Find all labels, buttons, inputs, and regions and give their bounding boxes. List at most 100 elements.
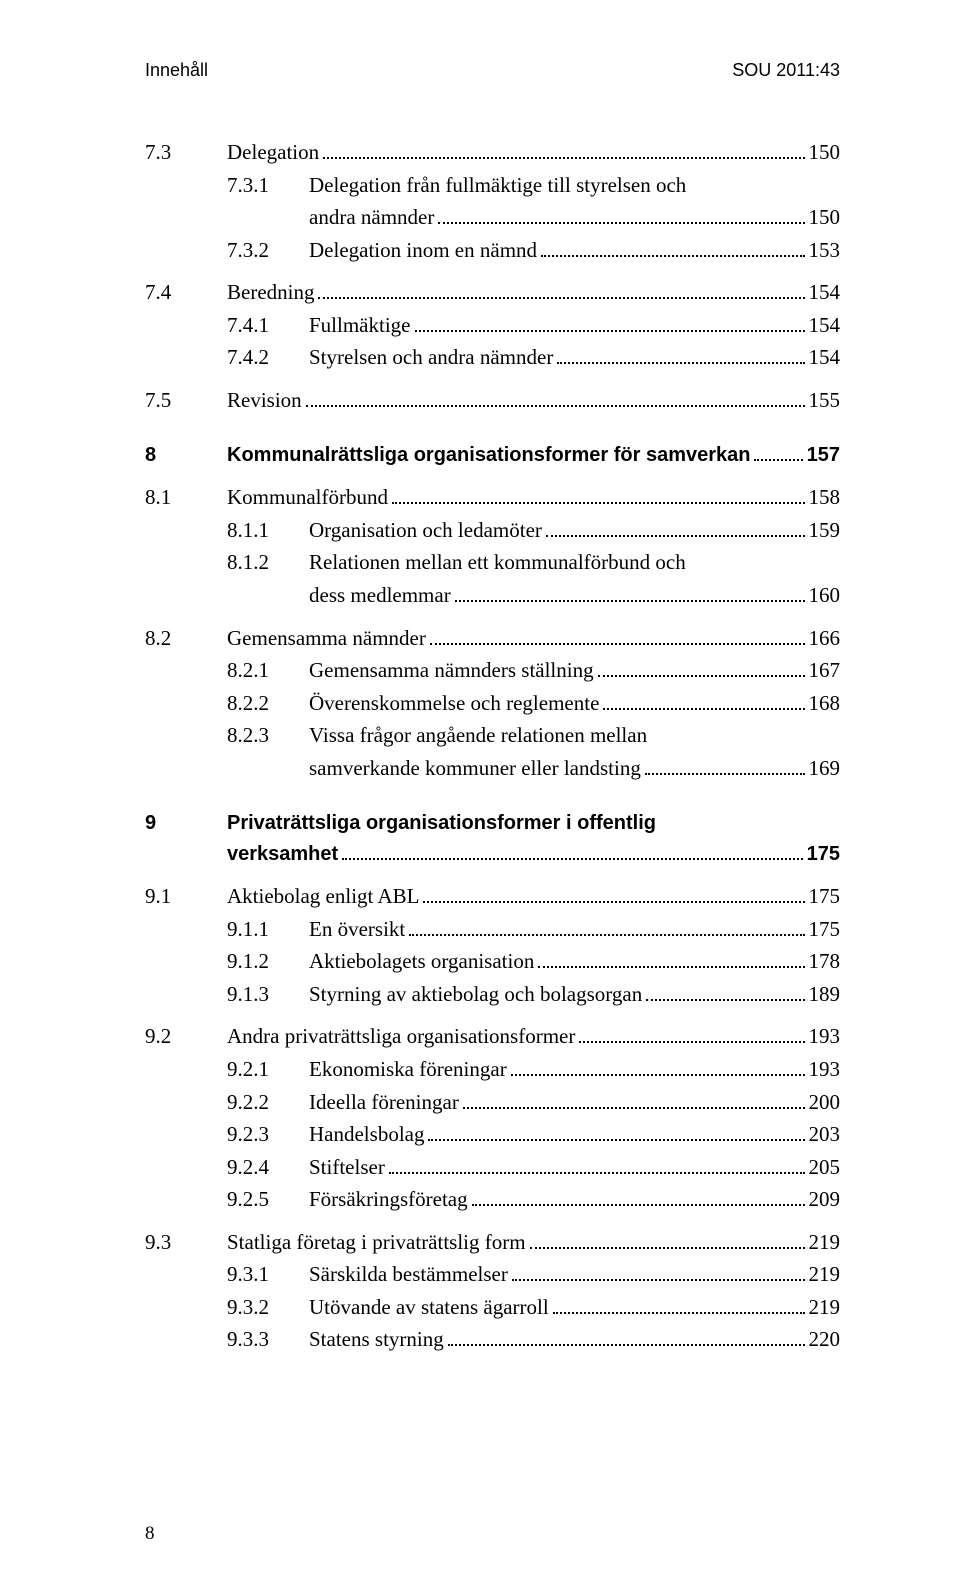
toc-number: 9.1 (145, 880, 227, 913)
document-page: Innehåll SOU 2011:43 7.3 Delegation 150 … (0, 0, 960, 1595)
toc-page: 193 (809, 1053, 841, 1086)
toc-title: Delegation från fullmäktige till styrels… (309, 169, 686, 202)
toc-page: 219 (809, 1258, 841, 1291)
toc-page: 158 (809, 481, 841, 514)
toc-page: 200 (809, 1086, 841, 1119)
toc-page: 189 (809, 978, 841, 1011)
toc-number: 7.5 (145, 384, 227, 417)
toc-page: 175 (807, 839, 840, 870)
header-left: Innehåll (145, 60, 208, 81)
toc-entry: 7.4.2 Styrelsen och andra nämnder 154 (145, 341, 840, 374)
toc-leader (530, 1247, 805, 1249)
toc-leader (428, 1139, 804, 1141)
toc-leader (318, 297, 804, 299)
toc-leader (472, 1204, 805, 1206)
toc-leader (323, 157, 804, 159)
toc-entry: 9.3 Statliga företag i privaträttslig fo… (145, 1226, 840, 1259)
toc-entry: 9.3.3 Statens styrning 220 (145, 1323, 840, 1356)
toc-leader (512, 1279, 805, 1281)
toc-number: 7.4.1 (145, 309, 309, 342)
toc-chapter: 8 Kommunalrättsliga organisationsformer … (145, 440, 840, 471)
toc-chapter: 9 Privaträttsliga organisationsformer i … (145, 808, 840, 870)
toc-leader (645, 773, 805, 775)
toc-number: 8.2.3 (145, 719, 309, 752)
toc-leader (448, 1344, 805, 1346)
toc-number: 8.1.1 (145, 514, 309, 547)
toc-number: 8.2.1 (145, 654, 309, 687)
toc-page: 220 (809, 1323, 841, 1356)
toc-page: 209 (809, 1183, 841, 1216)
toc-title: Relationen mellan ett kommunalförbund oc… (309, 546, 686, 579)
toc-number: 8.2.2 (145, 687, 309, 720)
toc-leader (603, 708, 804, 710)
toc-title: Statliga företag i privaträttslig form (227, 1226, 526, 1259)
toc-leader (546, 535, 805, 537)
toc-number: 7.3.2 (145, 234, 309, 267)
toc-leader (541, 255, 804, 257)
toc-entry: 7.4 Beredning 154 (145, 276, 840, 309)
toc-number: 8 (145, 440, 227, 471)
toc-number: 9.2 (145, 1020, 227, 1053)
toc-leader (511, 1074, 805, 1076)
toc-entry: 9.2.3 Handelsbolag 203 (145, 1118, 840, 1151)
toc-number: 9.3 (145, 1226, 227, 1259)
toc-title: Revision (227, 384, 302, 417)
toc-leader (415, 330, 805, 332)
toc-number: 9.2.3 (145, 1118, 309, 1151)
toc-title: Stiftelser (309, 1151, 385, 1184)
toc-entry: 9.1.1 En översikt 175 (145, 913, 840, 946)
toc-page: 160 (809, 579, 841, 612)
toc-page: 219 (809, 1291, 841, 1324)
toc-number: 9.3.1 (145, 1258, 309, 1291)
toc-title: Gemensamma nämnder (227, 622, 426, 655)
toc-title: Vissa frågor angående relationen mellan (309, 719, 647, 752)
toc-entry: 9.2 Andra privaträttsliga organisationsf… (145, 1020, 840, 1053)
toc-number: 9.1.2 (145, 945, 309, 978)
toc-page: 168 (809, 687, 841, 720)
toc-page: 178 (809, 945, 841, 978)
toc-leader (557, 362, 804, 364)
toc-entry: 9.2.5 Försäkringsföretag 209 (145, 1183, 840, 1216)
toc-leader (389, 1172, 805, 1174)
toc-page: 219 (809, 1226, 841, 1259)
toc-title: Privaträttsliga organisationsformer i of… (227, 808, 656, 839)
toc-entry: 7.4.1 Fullmäktige 154 (145, 309, 840, 342)
toc-number: 9 (145, 808, 227, 839)
toc-title: Ekonomiska föreningar (309, 1053, 507, 1086)
toc-title: Handelsbolag (309, 1118, 424, 1151)
toc-title: Kommunalförbund (227, 481, 388, 514)
toc-entry: 7.3 Delegation 150 (145, 136, 840, 169)
toc-page: 155 (809, 384, 841, 417)
toc-title: Delegation (227, 136, 319, 169)
toc-entry: 8.2.3 Vissa frågor angående relationen m… (145, 719, 840, 784)
toc-title: Gemensamma nämnders ställning (309, 654, 594, 687)
toc-number: 9.3.3 (145, 1323, 309, 1356)
toc-number: 9.2.1 (145, 1053, 309, 1086)
toc-leader (342, 858, 802, 860)
toc-title: Fullmäktige (309, 309, 411, 342)
toc-leader (409, 934, 804, 936)
toc-entry: 8.2 Gemensamma nämnder 166 (145, 622, 840, 655)
toc-title: En översikt (309, 913, 405, 946)
toc-number: 9.2.2 (145, 1086, 309, 1119)
toc-title: Aktiebolagets organisation (309, 945, 534, 978)
toc-entry: 7.3.2 Delegation inom en nämnd 153 (145, 234, 840, 267)
toc-page: 157 (807, 440, 840, 471)
toc-leader (538, 966, 804, 968)
toc-leader (423, 901, 804, 903)
toc-title-cont: verksamhet (227, 839, 338, 870)
toc-title-cont: samverkande kommuner eller landsting (309, 752, 641, 785)
toc-entry: 9.2.4 Stiftelser 205 (145, 1151, 840, 1184)
toc-page: 154 (809, 276, 841, 309)
toc-page: 154 (809, 309, 841, 342)
toc-title: Styrning av aktiebolag och bolagsorgan (309, 978, 642, 1011)
toc-leader (430, 643, 805, 645)
toc-leader (553, 1312, 805, 1314)
toc-leader (754, 459, 802, 461)
toc-title: Beredning (227, 276, 314, 309)
toc-entry: 8.2.2 Överenskommelse och reglemente 168 (145, 687, 840, 720)
toc-number: 9.1.3 (145, 978, 309, 1011)
table-of-contents: 7.3 Delegation 150 7.3.1 Delegation från… (145, 136, 840, 1356)
page-number: 8 (145, 1523, 155, 1545)
toc-entry: 9.1 Aktiebolag enligt ABL 175 (145, 880, 840, 913)
